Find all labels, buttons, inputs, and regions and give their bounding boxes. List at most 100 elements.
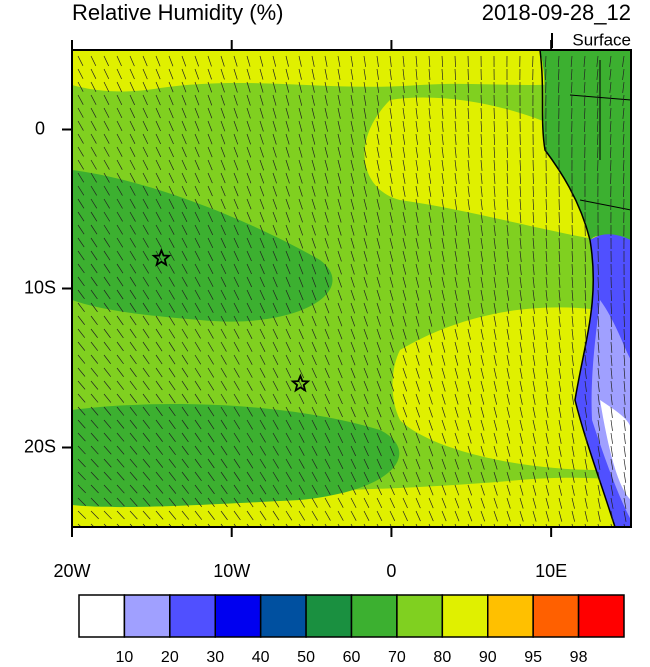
wind-barb	[168, 471, 177, 481]
wind-barb	[116, 510, 125, 520]
wind-barb	[493, 237, 496, 249]
wind-barb	[324, 510, 331, 521]
wind-barb	[506, 523, 509, 527]
wind-barb	[129, 510, 138, 520]
wind-barb	[246, 302, 253, 314]
wind-barb	[233, 198, 239, 210]
wind-barb	[246, 380, 253, 391]
wind-barb	[571, 328, 574, 340]
wind-barb	[259, 107, 264, 119]
wind-barb	[428, 497, 434, 509]
wind-barb	[298, 250, 304, 262]
wind-barb	[389, 445, 395, 457]
wind-barb	[285, 367, 292, 379]
wind-barb	[402, 68, 405, 80]
wind-barb	[480, 224, 483, 236]
wind-barb	[246, 445, 254, 456]
wind-barb	[77, 432, 86, 442]
wind-barb	[389, 523, 392, 527]
wind-barb	[597, 510, 601, 522]
wind-barb	[259, 523, 263, 527]
station-marker	[151, 247, 172, 267]
wind-barb	[389, 380, 395, 392]
wind-barb	[142, 406, 150, 416]
wind-barb	[454, 419, 459, 431]
wind-barb	[493, 133, 496, 146]
wind-barb	[415, 237, 419, 249]
wind-barb	[142, 120, 149, 132]
wind-barb	[116, 81, 123, 93]
wind-barb	[519, 523, 522, 527]
wind-barb	[363, 55, 366, 67]
wind-barb	[103, 159, 110, 170]
wind-barb	[415, 289, 420, 301]
wind-barb	[402, 120, 406, 132]
wind-barb	[155, 276, 162, 287]
wind-barb	[259, 185, 265, 197]
wind-barb	[597, 406, 600, 418]
wind-barb	[584, 341, 587, 353]
wind-barb	[194, 367, 202, 378]
wind-barb	[155, 341, 163, 352]
wind-barb	[103, 263, 111, 274]
wind-barb	[181, 211, 188, 222]
wind-barb	[454, 406, 459, 418]
wind-barb	[155, 302, 163, 313]
wind-barb	[324, 458, 331, 469]
wind-barb	[233, 393, 240, 404]
wind-barb	[389, 55, 392, 67]
wind-barb	[584, 263, 586, 276]
wind-barb	[298, 510, 306, 521]
wind-barb	[337, 107, 341, 119]
wind-barb	[181, 172, 187, 184]
wind-barb	[181, 133, 187, 145]
wind-barb	[272, 185, 278, 197]
wind-barb	[142, 354, 150, 365]
wind-barb	[129, 289, 137, 300]
wind-barb	[77, 419, 86, 429]
wind-barb	[207, 289, 214, 300]
wind-barb	[194, 94, 200, 106]
wind-barb	[77, 94, 84, 105]
wind-barb	[610, 458, 614, 470]
wind-barb	[363, 302, 368, 314]
wind-barb	[350, 302, 356, 314]
wind-barb	[350, 497, 357, 508]
wind-barb	[570, 68, 573, 80]
wind-barb	[259, 406, 266, 417]
wind-barb	[376, 341, 382, 353]
wind-barb	[454, 523, 457, 527]
wind-barb	[545, 393, 549, 405]
colorbar-label: 10	[116, 649, 134, 666]
wind-barb	[454, 393, 459, 405]
wind-barb	[519, 367, 523, 379]
wind-barb	[233, 341, 240, 352]
wind-barb	[597, 419, 600, 431]
wind-barb	[415, 393, 420, 405]
wind-barb	[246, 341, 253, 352]
wind-barb	[90, 354, 99, 364]
wind-barb	[350, 237, 355, 249]
wind-barb	[506, 393, 510, 405]
wind-barb	[467, 367, 472, 379]
wind-barb	[350, 380, 356, 392]
wind-barb	[168, 55, 174, 67]
wind-barb	[454, 198, 458, 210]
lon-tick-label: 0	[386, 561, 396, 581]
wind-barb	[467, 458, 472, 470]
wind-barb	[596, 55, 599, 67]
wind-barb	[428, 120, 431, 132]
wind-barb	[428, 432, 434, 444]
wind-barb	[194, 380, 202, 391]
wind-barb	[545, 458, 549, 470]
wind-barb	[324, 406, 331, 418]
wind-barb	[337, 276, 342, 288]
wind-barb	[584, 302, 587, 314]
wind-barb	[233, 302, 240, 313]
wind-barb	[467, 198, 470, 210]
wind-barb	[285, 328, 291, 340]
wind-barb	[207, 523, 211, 527]
wind-barb	[350, 224, 355, 236]
wind-barb	[207, 328, 214, 339]
wind-barb	[506, 432, 511, 444]
